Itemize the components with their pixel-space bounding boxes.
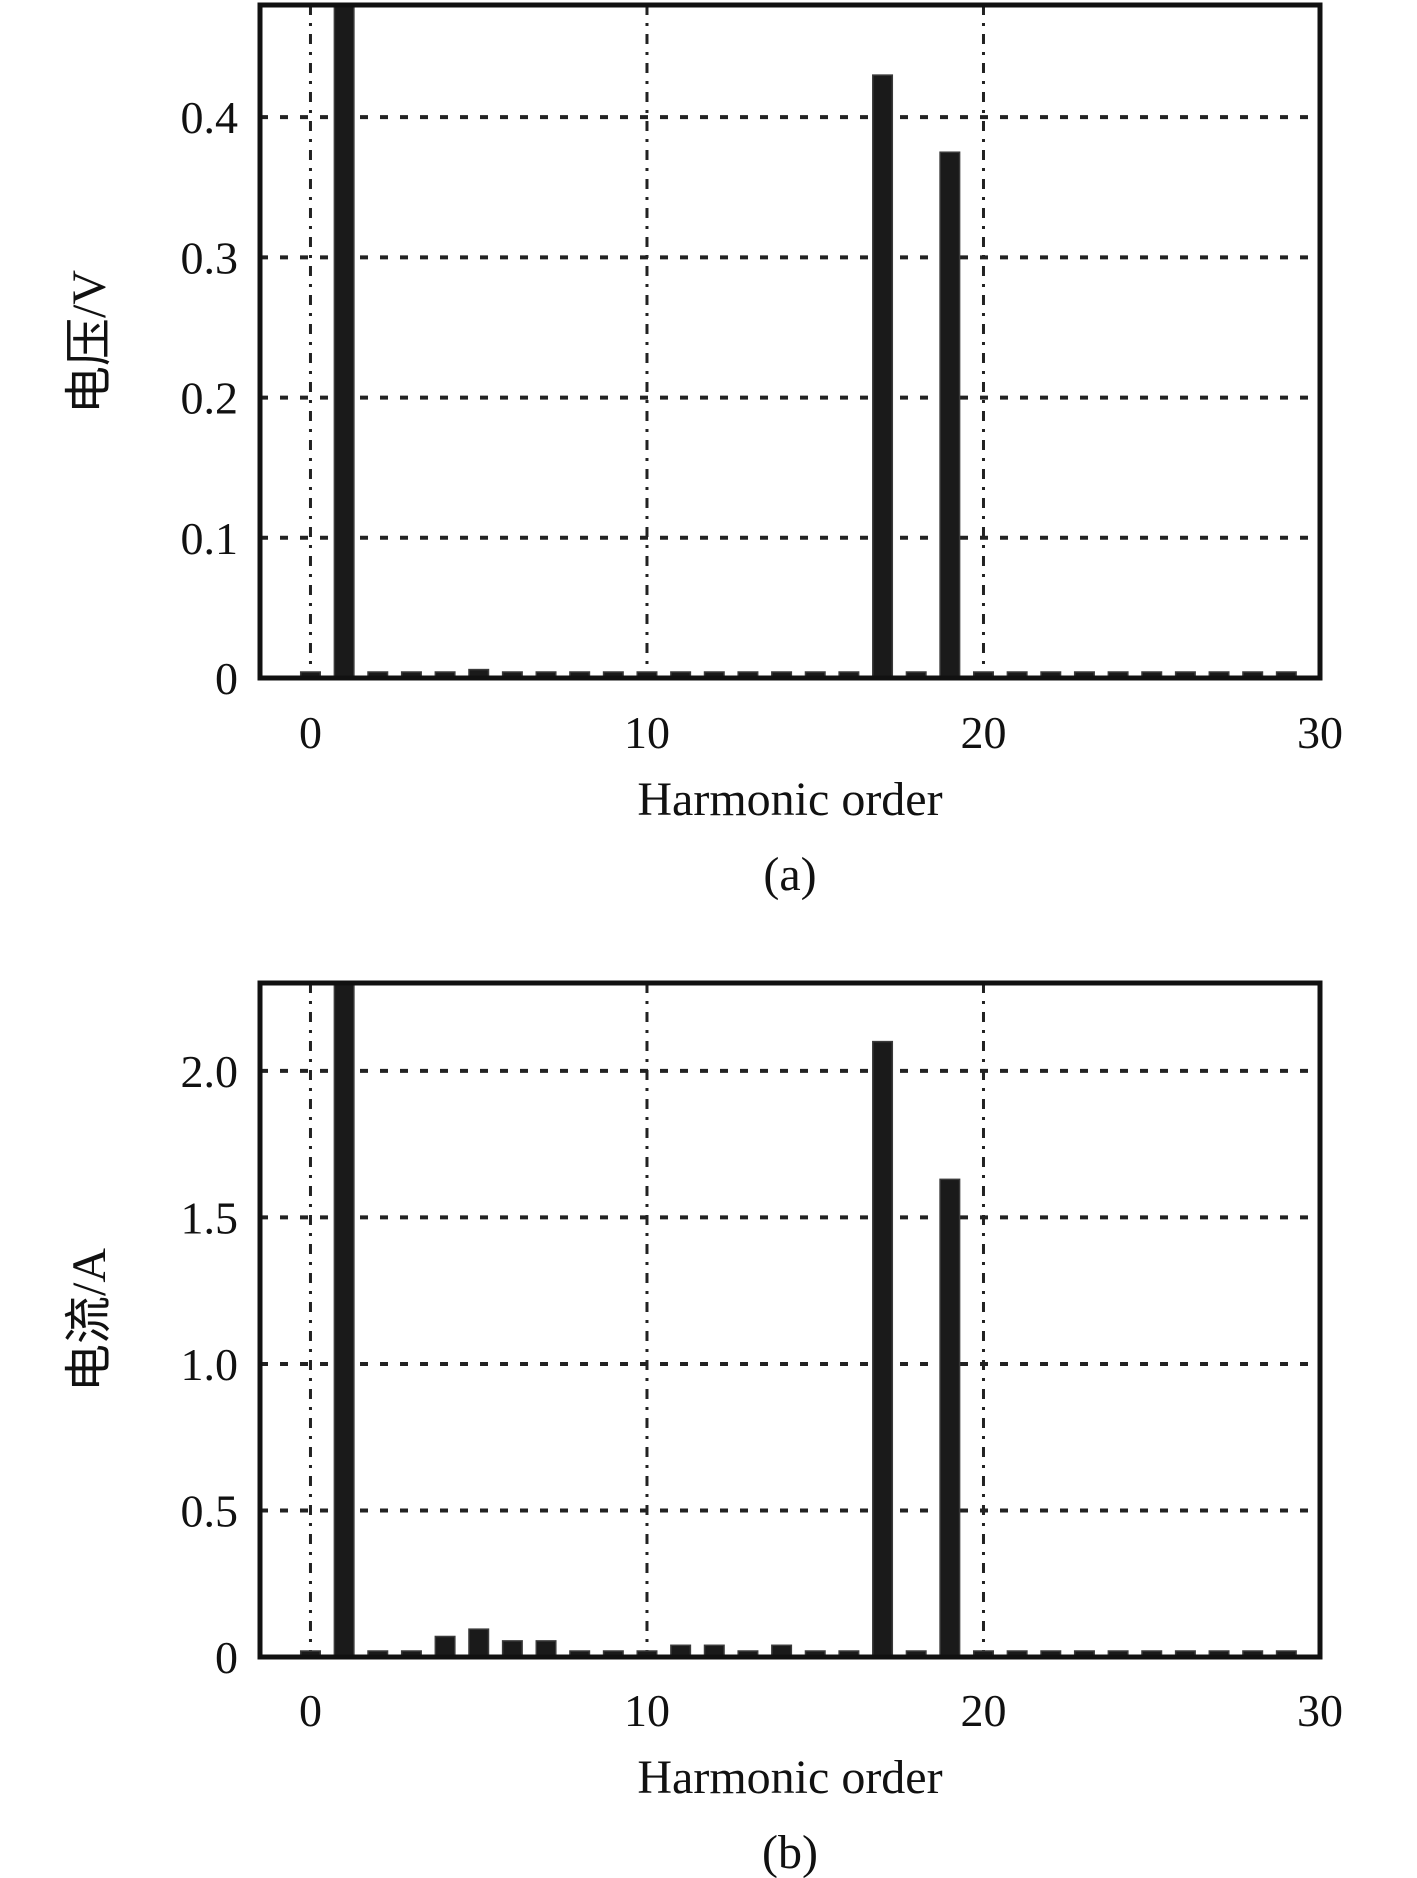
chart-panel-a: 0 0.1 0.2 0.3 0.4 0 10 20 30 Harmonic order 电压/V (a… xyxy=(63,2,1343,901)
chart-panel-b: 0 0.5 1.0 1.5 2.0 0 10 20 30 Harmonic order 电流/A (b… xyxy=(63,980,1343,1878)
y-tick-label: 0.4 xyxy=(181,92,239,143)
y-axis-label: 电压/V xyxy=(63,270,116,414)
bar-harmonic-5 xyxy=(468,1628,490,1658)
panel-caption: (b) xyxy=(762,1826,818,1878)
y-tick-label: 0 xyxy=(215,653,238,704)
y-tick-label: 0.2 xyxy=(181,373,239,424)
x-tick-label: 0 xyxy=(299,707,322,758)
bar-harmonic-17 xyxy=(872,74,894,679)
y-tick-label: 0 xyxy=(215,1632,238,1683)
x-tick-label: 10 xyxy=(624,707,670,758)
y-tick-label: 1.5 xyxy=(181,1192,239,1243)
x-tick-label: 20 xyxy=(960,707,1006,758)
x-axis-label: Harmonic order xyxy=(637,1751,942,1804)
y-tick-label: 0.3 xyxy=(181,232,239,283)
y-tick-label: 2.0 xyxy=(181,1046,239,1097)
bar-harmonic-1 xyxy=(333,4,355,679)
x-tick-label: 10 xyxy=(624,1685,670,1736)
x-tick-label: 20 xyxy=(960,1685,1006,1736)
bar-harmonic-17 xyxy=(872,1040,894,1658)
y-axis-label: 电流/A xyxy=(63,1248,116,1392)
panel-caption: (a) xyxy=(763,848,816,901)
bar-harmonic-4 xyxy=(434,1635,456,1658)
x-tick-label: 30 xyxy=(1297,1685,1343,1736)
x-axis-label: Harmonic order xyxy=(637,773,942,826)
bar-harmonic-19 xyxy=(939,151,961,679)
x-tick-label: 30 xyxy=(1297,707,1343,758)
axes-frame xyxy=(257,980,1323,1660)
y-tick-label: 0.1 xyxy=(181,513,239,564)
y-tick-label: 0.5 xyxy=(181,1485,239,1536)
y-tick-label: 1.0 xyxy=(181,1339,239,1390)
bar-harmonic-19 xyxy=(939,1178,961,1658)
bar-harmonic-1 xyxy=(333,982,355,1658)
axes-frame xyxy=(257,2,1323,681)
x-tick-label: 0 xyxy=(299,1685,322,1736)
